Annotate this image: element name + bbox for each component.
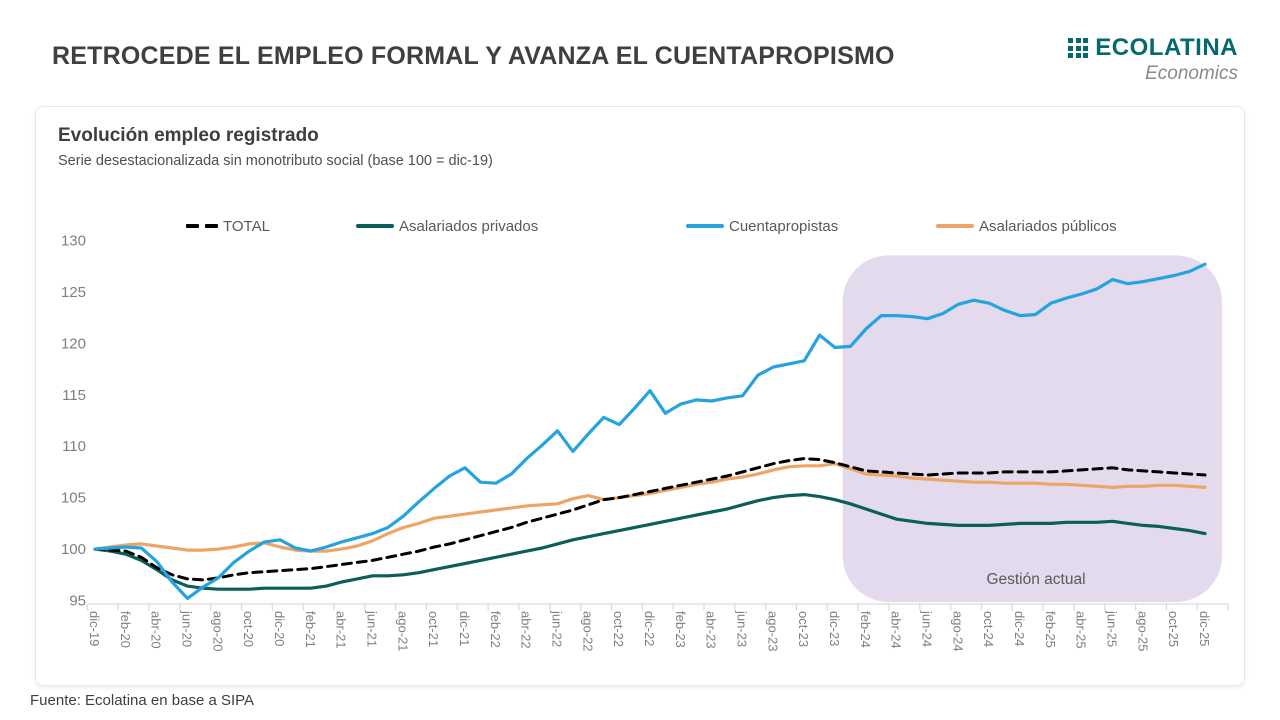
line-chart-plot: Gestión actual 95 100 105 110 115 120 125 130 dic… bbox=[61, 233, 1229, 651]
x-tick-label: abr-24 bbox=[889, 611, 904, 649]
x-tick-label: ago-25 bbox=[1135, 611, 1150, 651]
legend-item-publicos: Asalariados públicos bbox=[936, 215, 1117, 237]
x-tick-label: ago-20 bbox=[210, 611, 225, 651]
chart-legend: TOTAL Asalariados privados Cuentapropist… bbox=[36, 215, 1244, 237]
legend-swatch-cuentapropistas bbox=[686, 224, 724, 228]
x-tick-label: ago-23 bbox=[765, 611, 780, 651]
ecolatina-logo: ECOLATINA Economics bbox=[1068, 34, 1238, 85]
legend-item-privados: Asalariados privados bbox=[356, 215, 538, 237]
x-tick-label: abr-23 bbox=[704, 611, 719, 649]
chart-card: Evolución empleo registrado Serie desest… bbox=[35, 106, 1245, 686]
x-tick-label: abr-20 bbox=[149, 611, 164, 649]
x-tick-label: dic-22 bbox=[642, 611, 657, 646]
y-tick-label: 125 bbox=[61, 284, 86, 301]
x-tick-label: abr-25 bbox=[1074, 611, 1089, 649]
x-tick-label: abr-21 bbox=[334, 611, 349, 649]
x-tick-label: oct-22 bbox=[611, 611, 626, 647]
x-tick-label: dic-20 bbox=[272, 611, 287, 646]
y-tick-label: 130 bbox=[61, 233, 86, 250]
x-tick-label: oct-25 bbox=[1166, 611, 1181, 647]
y-tick-label: 120 bbox=[61, 335, 86, 352]
x-tick-label: ago-22 bbox=[580, 611, 595, 651]
legend-item-total: TOTAL bbox=[186, 215, 270, 237]
legend-item-cuentapropistas: Cuentapropistas bbox=[686, 215, 838, 237]
x-tick-label: feb-24 bbox=[858, 611, 873, 648]
x-tick-label: feb-22 bbox=[488, 611, 503, 648]
x-tick-label: oct-21 bbox=[426, 611, 441, 647]
legend-swatch-publicos bbox=[936, 224, 974, 228]
x-tick-label: jun-20 bbox=[180, 610, 195, 647]
series-line-asalariados-privados bbox=[93, 493, 1207, 591]
source-note: Fuente: Ecolatina en base a SIPA bbox=[30, 692, 255, 709]
x-tick-label: ago-24 bbox=[950, 611, 965, 651]
y-tick-label: 105 bbox=[61, 490, 86, 507]
x-tick-label: jun-22 bbox=[550, 610, 565, 647]
page-title: RETROCEDE EL EMPLEO FORMAL Y AVANZA EL C… bbox=[52, 42, 895, 70]
x-tick-label: jun-21 bbox=[365, 610, 380, 647]
x-tick-label: oct-20 bbox=[241, 611, 256, 647]
series-line-cuentapropistas bbox=[93, 262, 1207, 600]
x-tick-label: dic-23 bbox=[827, 611, 842, 646]
chart-subtitle: Serie desestacionalizada sin monotributo… bbox=[58, 153, 493, 169]
logo-brand-text: ECOLATINA bbox=[1095, 34, 1238, 61]
x-tick-label: jun-23 bbox=[735, 610, 750, 647]
y-tick-label: 95 bbox=[69, 593, 86, 610]
legend-swatch-privados bbox=[356, 224, 394, 228]
series-line-asalariados-públicos bbox=[93, 462, 1207, 553]
x-tick-label: oct-24 bbox=[981, 611, 996, 647]
y-tick-label: 100 bbox=[61, 541, 86, 558]
ecolatina-grid-icon bbox=[1068, 38, 1089, 58]
x-tick-label: feb-21 bbox=[303, 611, 318, 648]
y-tick-label: 115 bbox=[62, 387, 86, 404]
gestion-actual-region bbox=[842, 255, 1222, 603]
x-tick-label: jun-25 bbox=[1105, 610, 1120, 647]
x-tick-label: feb-23 bbox=[673, 611, 688, 648]
legend-swatch-total bbox=[186, 224, 218, 228]
series-line-total bbox=[93, 457, 1207, 582]
x-tick-label: feb-25 bbox=[1043, 611, 1058, 648]
gestion-actual-label: Gestión actual bbox=[986, 571, 1085, 588]
chart-title: Evolución empleo registrado bbox=[58, 125, 319, 146]
x-tick-label: dic-25 bbox=[1197, 611, 1212, 646]
logo-tagline: Economics bbox=[1145, 63, 1238, 84]
y-tick-label: 110 bbox=[62, 438, 86, 455]
x-tick-label: dic-19 bbox=[87, 611, 102, 646]
x-tick-label: abr-22 bbox=[519, 611, 534, 649]
x-tick-label: dic-21 bbox=[457, 611, 472, 646]
x-tick-label: ago-21 bbox=[395, 611, 410, 651]
x-tick-label: feb-20 bbox=[118, 611, 133, 648]
x-tick-label: jun-24 bbox=[920, 610, 935, 647]
x-tick-label: dic-24 bbox=[1012, 611, 1027, 646]
x-tick-label: oct-23 bbox=[796, 611, 811, 647]
